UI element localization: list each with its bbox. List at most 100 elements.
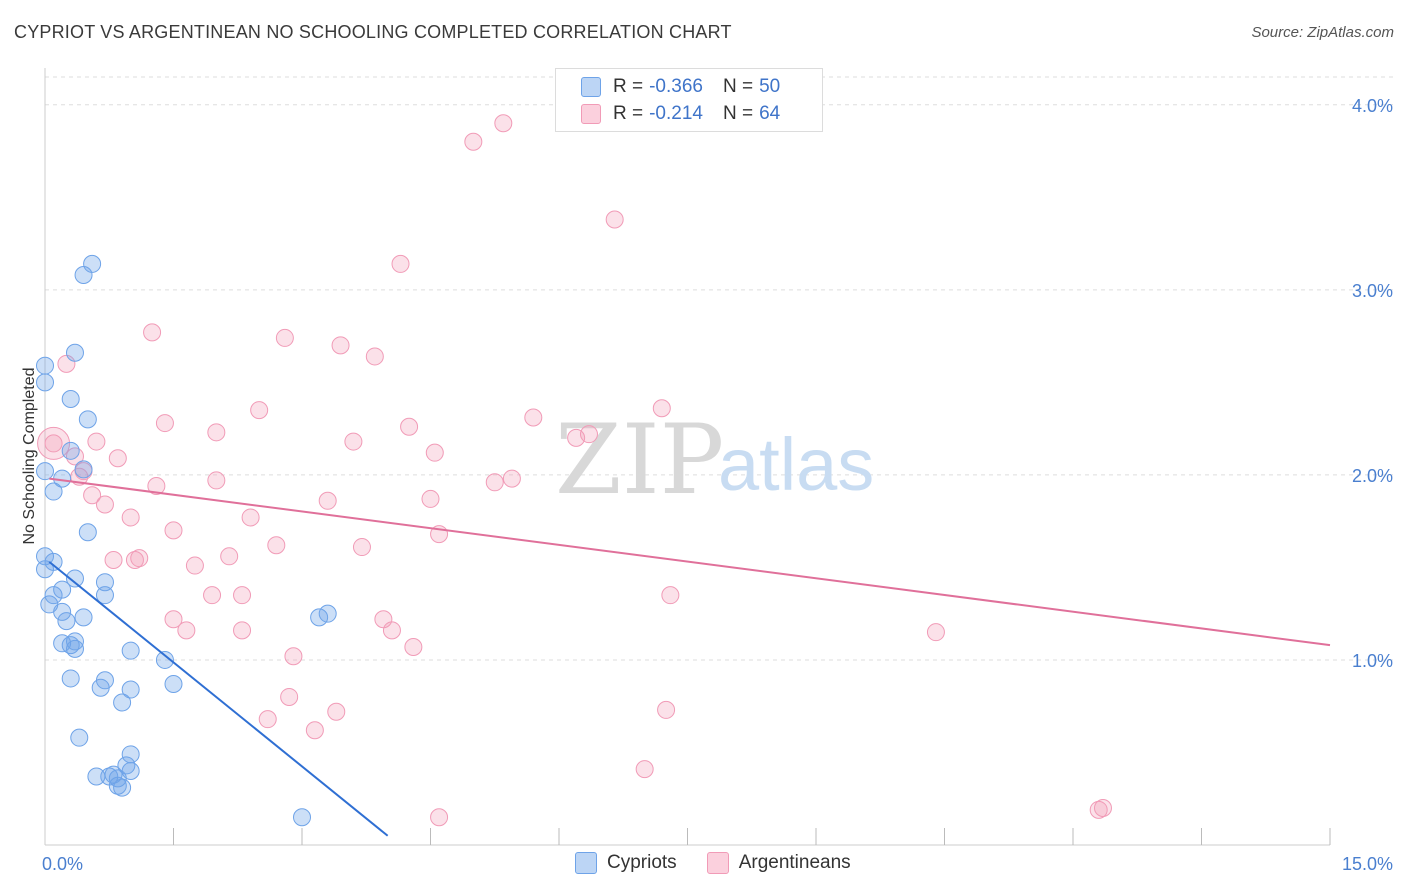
cypriot-point-18	[95, 586, 114, 605]
cypriot-point-48	[83, 254, 102, 273]
cypriot-point-6	[65, 343, 84, 362]
argentinean-point-10	[44, 434, 63, 453]
argentinean-point-large	[37, 426, 71, 460]
argentinean-point-25	[207, 471, 226, 490]
argentineans-swatch	[581, 104, 601, 124]
r-label: R =	[613, 103, 644, 124]
cypriot-point-27	[121, 641, 140, 660]
cypriot-point-25	[65, 632, 84, 651]
y-tick-label-1: 1.0%	[1352, 651, 1393, 671]
n-label: N =	[722, 103, 754, 124]
argentinean-point-43	[185, 556, 204, 575]
cypriot-point-31	[91, 678, 110, 697]
cypriot-point-1	[36, 356, 54, 375]
argentinean-point-44	[203, 586, 222, 605]
argentinean-point-30	[318, 491, 337, 510]
axes	[44, 68, 1331, 846]
cypriot-point-3	[61, 390, 80, 409]
series-legend: Cypriots Argentineans	[575, 852, 881, 874]
argentinean-point-26	[502, 469, 521, 488]
argentinean-point-37	[267, 536, 286, 555]
argentinean-point-21	[425, 443, 444, 462]
legend-row-cypriots: R = -0.366 N = 50	[581, 74, 780, 100]
x-tick-label-min: 0.0%	[42, 854, 83, 874]
argentinean-point-31	[421, 489, 440, 508]
cypriots-legend-label: Cypriots	[607, 852, 677, 873]
cypriot-point-44	[310, 608, 329, 627]
argentinean-point-33	[121, 508, 140, 527]
cypriot-point-4	[78, 410, 97, 429]
argentineans-legend-swatch	[706, 852, 729, 874]
source-credit: Source: ZipAtlas.com	[1251, 24, 1394, 41]
argentinean-point-5	[143, 323, 162, 342]
legend-row-argentineans: R = -0.214 N = 64	[581, 101, 780, 127]
argentinean-point-3	[605, 210, 624, 229]
x-tick-label-max: 15.0%	[1342, 854, 1393, 874]
argentinean-point-6	[275, 328, 294, 347]
argentinean-point-19	[87, 432, 106, 451]
cypriot-point-32	[164, 674, 183, 693]
argentineans-trend-line	[49, 477, 1331, 647]
cypriots-n-value: 50	[759, 76, 781, 97]
legend-item-argentineans: Argentineans	[706, 852, 851, 874]
cypriot-point-20	[53, 602, 72, 621]
y-tick-label-4: 4.0%	[1352, 96, 1393, 116]
argentinean-point-49	[177, 621, 196, 640]
argentinean-point-45	[233, 586, 252, 605]
chart-title: CYPRIOT VS ARGENTINEAN NO SCHOOLING COMP…	[14, 22, 732, 42]
watermark-zip: ZIP	[555, 404, 724, 516]
argentinean-point-42	[125, 551, 144, 570]
argentineans-points	[37, 114, 1112, 827]
correlation-legend: R = -0.366 N = 50 R = -0.214 N = 64	[555, 68, 823, 132]
argentinean-point-2	[464, 132, 483, 151]
cypriot-point-7	[74, 460, 93, 479]
cypriot-point-33	[121, 680, 140, 699]
argentinean-point-55	[280, 687, 299, 706]
y-axis-label: No Schooling Completed	[21, 368, 38, 545]
cypriots-r-value: -0.366	[649, 76, 703, 97]
argentinean-point-34	[241, 508, 260, 527]
argentinean-point-54	[284, 647, 303, 666]
argentinean-point-60	[635, 760, 654, 779]
argentinean-point-53	[404, 637, 423, 656]
argentinean-point-28	[147, 476, 166, 495]
argentinean-point-35	[164, 521, 183, 540]
argentinean-point-63	[430, 808, 449, 827]
argentinean-point-59	[657, 700, 676, 719]
argentineans-r-value: -0.214	[649, 103, 703, 124]
argentinean-point-22	[108, 449, 127, 468]
cypriot-point-11	[36, 547, 54, 566]
argentinean-point-7	[331, 336, 350, 355]
argentinean-point-4	[391, 254, 410, 273]
argentinean-point-32	[95, 495, 114, 514]
cypriots-trend-line	[48, 561, 389, 837]
argentinean-point-29	[83, 486, 102, 505]
cypriot-point-26	[65, 639, 84, 658]
argentinean-point-18	[579, 425, 598, 444]
cypriot-point-16	[53, 580, 72, 599]
argentinean-point-52	[926, 623, 945, 642]
argentinean-point-62	[1089, 800, 1108, 819]
cypriot-point-50	[100, 767, 119, 786]
argentinean-point-13	[155, 414, 174, 433]
cypriot-point-15	[95, 573, 114, 592]
cypriot-point-46	[293, 808, 311, 827]
cypriot-point-21	[57, 612, 76, 631]
cypriot-point-35	[70, 728, 89, 747]
argentinean-point-12	[652, 399, 671, 418]
cypriot-point-28	[155, 650, 174, 669]
argentinean-point-40	[104, 551, 123, 570]
argentinean-point-46	[661, 586, 680, 605]
argentinean-point-38	[352, 538, 371, 557]
cypriot-point-34	[113, 693, 132, 712]
cypriots-legend-swatch	[575, 852, 597, 874]
cypriot-point-13	[36, 560, 54, 579]
grid	[45, 76, 1395, 661]
argentineans-legend-label: Argentineans	[738, 852, 851, 873]
argentinean-point-15	[400, 417, 419, 436]
argentinean-point-1	[494, 114, 513, 133]
cypriot-point-22	[74, 608, 93, 627]
argentinean-point-58	[305, 721, 324, 740]
watermark-atlas: atlas	[718, 423, 874, 506]
